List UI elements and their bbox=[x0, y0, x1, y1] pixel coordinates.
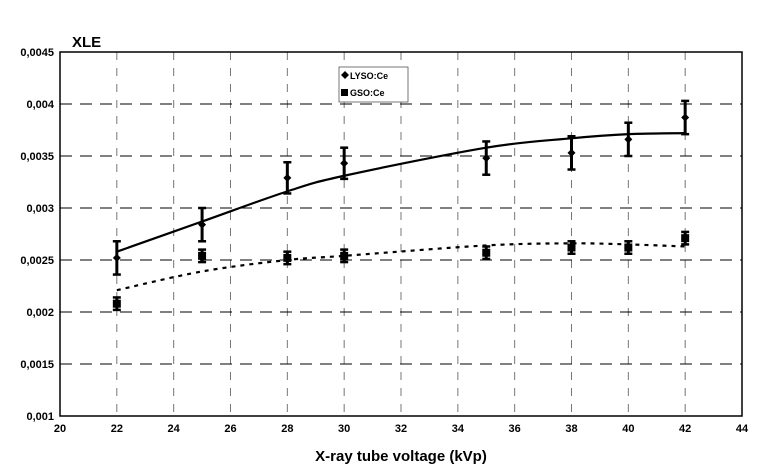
legend-marker-square-icon bbox=[341, 89, 348, 96]
y-tick-label: 0,0045 bbox=[20, 47, 54, 59]
grid bbox=[60, 52, 742, 416]
plot-area-frame bbox=[59, 51, 743, 417]
legend-marker-diamond-icon bbox=[341, 71, 349, 79]
legend-label-lyso: LYSO:Ce bbox=[350, 71, 388, 81]
tick-labels: 20 22 24 26 28 30 32 34 36 38 40 42 44 0,001 0,0015 0,0… bbox=[20, 47, 749, 435]
data-point bbox=[681, 113, 690, 122]
data-point bbox=[567, 148, 576, 157]
x-tick-label: 30 bbox=[338, 423, 350, 435]
legend-box bbox=[338, 66, 409, 103]
series-gsoce bbox=[112, 230, 690, 312]
x-tick-label: 22 bbox=[111, 423, 123, 435]
trendline bbox=[116, 242, 686, 292]
y-tick-label: 0,0015 bbox=[20, 359, 54, 371]
data-point bbox=[198, 220, 207, 229]
series-group bbox=[112, 99, 690, 312]
y-tick-label: 0,0025 bbox=[20, 255, 54, 267]
legend-label-gso: GSO:Ce bbox=[350, 88, 385, 98]
y-tick-label: 0,003 bbox=[26, 203, 54, 215]
x-tick-label: 26 bbox=[224, 423, 236, 435]
x-tick-label: 40 bbox=[622, 423, 634, 435]
y-tick-label: 0,001 bbox=[26, 411, 54, 423]
data-point bbox=[283, 173, 292, 182]
data-point bbox=[681, 234, 690, 243]
y-tick-label: 0,004 bbox=[26, 99, 54, 111]
y-tick-label: 0,002 bbox=[26, 307, 54, 319]
x-tick-label: 28 bbox=[281, 423, 293, 435]
data-point bbox=[482, 154, 491, 163]
x-tick-label: 34 bbox=[452, 423, 465, 435]
data-point bbox=[624, 243, 633, 252]
y-tick-label: 0,0035 bbox=[20, 151, 54, 163]
x-tick-label: 44 bbox=[736, 423, 749, 435]
data-point bbox=[112, 299, 121, 308]
x-tick-label: 24 bbox=[168, 423, 181, 435]
x-tick-label: 32 bbox=[395, 423, 407, 435]
x-tick-label: 36 bbox=[509, 423, 521, 435]
data-point bbox=[283, 253, 292, 262]
x-tick-label: 42 bbox=[679, 423, 691, 435]
data-point bbox=[112, 253, 121, 262]
data-point bbox=[198, 251, 207, 260]
x-tick-label: 20 bbox=[54, 423, 66, 435]
y-axis-label: XLE bbox=[72, 34, 101, 51]
data-point bbox=[624, 135, 633, 144]
data-point bbox=[340, 251, 349, 260]
x-tick-label: 38 bbox=[565, 423, 577, 435]
data-point bbox=[567, 243, 576, 252]
x-axis-label: X-ray tube voltage (kVp) bbox=[315, 448, 487, 465]
legend: LYSO:Ce GSO:Ce bbox=[338, 66, 409, 103]
data-point bbox=[340, 159, 349, 168]
data-point bbox=[482, 248, 491, 257]
trendline bbox=[116, 132, 686, 253]
series-lysoce bbox=[112, 99, 690, 276]
